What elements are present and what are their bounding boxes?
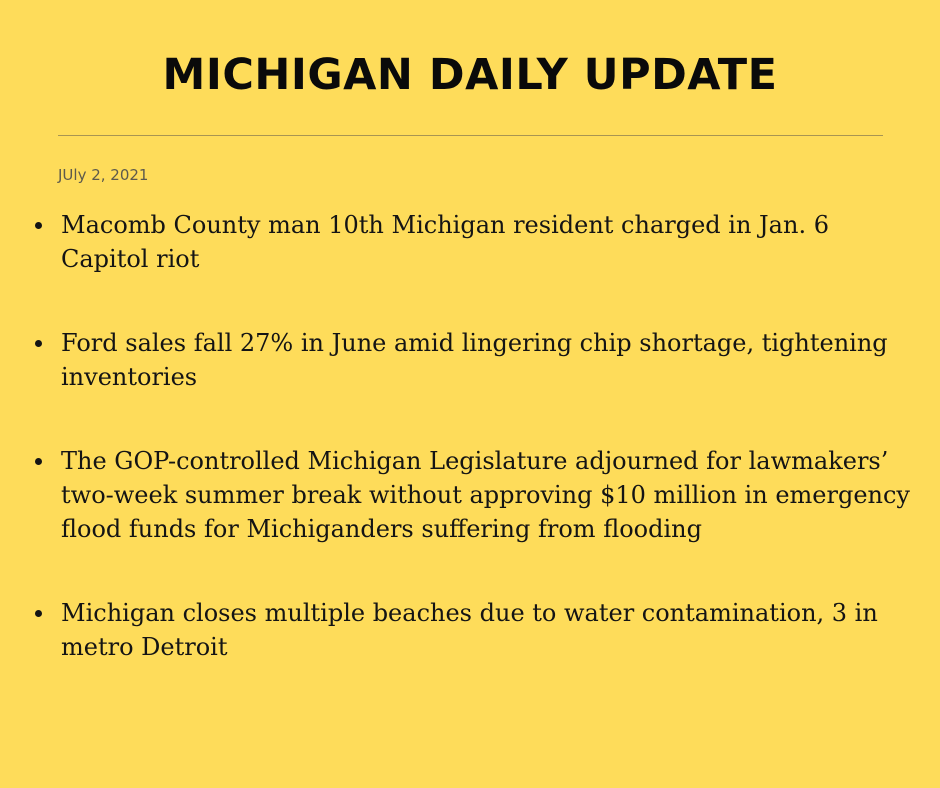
bullet-icon	[35, 222, 42, 229]
list-item: The GOP-controlled Michigan Legislature …	[0, 444, 940, 546]
title-divider	[58, 135, 883, 136]
news-text: The GOP-controlled Michigan Legislature …	[61, 447, 910, 543]
bullet-icon	[35, 340, 42, 347]
news-text: Macomb County man 10th Michigan resident…	[61, 211, 829, 273]
news-text: Ford sales fall 27% in June amid lingeri…	[61, 329, 888, 391]
news-list: Macomb County man 10th Michigan resident…	[0, 208, 940, 714]
bullet-icon	[35, 458, 42, 465]
list-item: Ford sales fall 27% in June amid lingeri…	[0, 326, 940, 394]
list-item: Macomb County man 10th Michigan resident…	[0, 208, 940, 276]
bullet-icon	[35, 610, 42, 617]
date-label: JUly 2, 2021	[58, 166, 149, 184]
list-item: Michigan closes multiple beaches due to …	[0, 596, 940, 664]
page-title: MICHIGAN DAILY UPDATE	[162, 50, 778, 100]
news-text: Michigan closes multiple beaches due to …	[61, 599, 878, 661]
